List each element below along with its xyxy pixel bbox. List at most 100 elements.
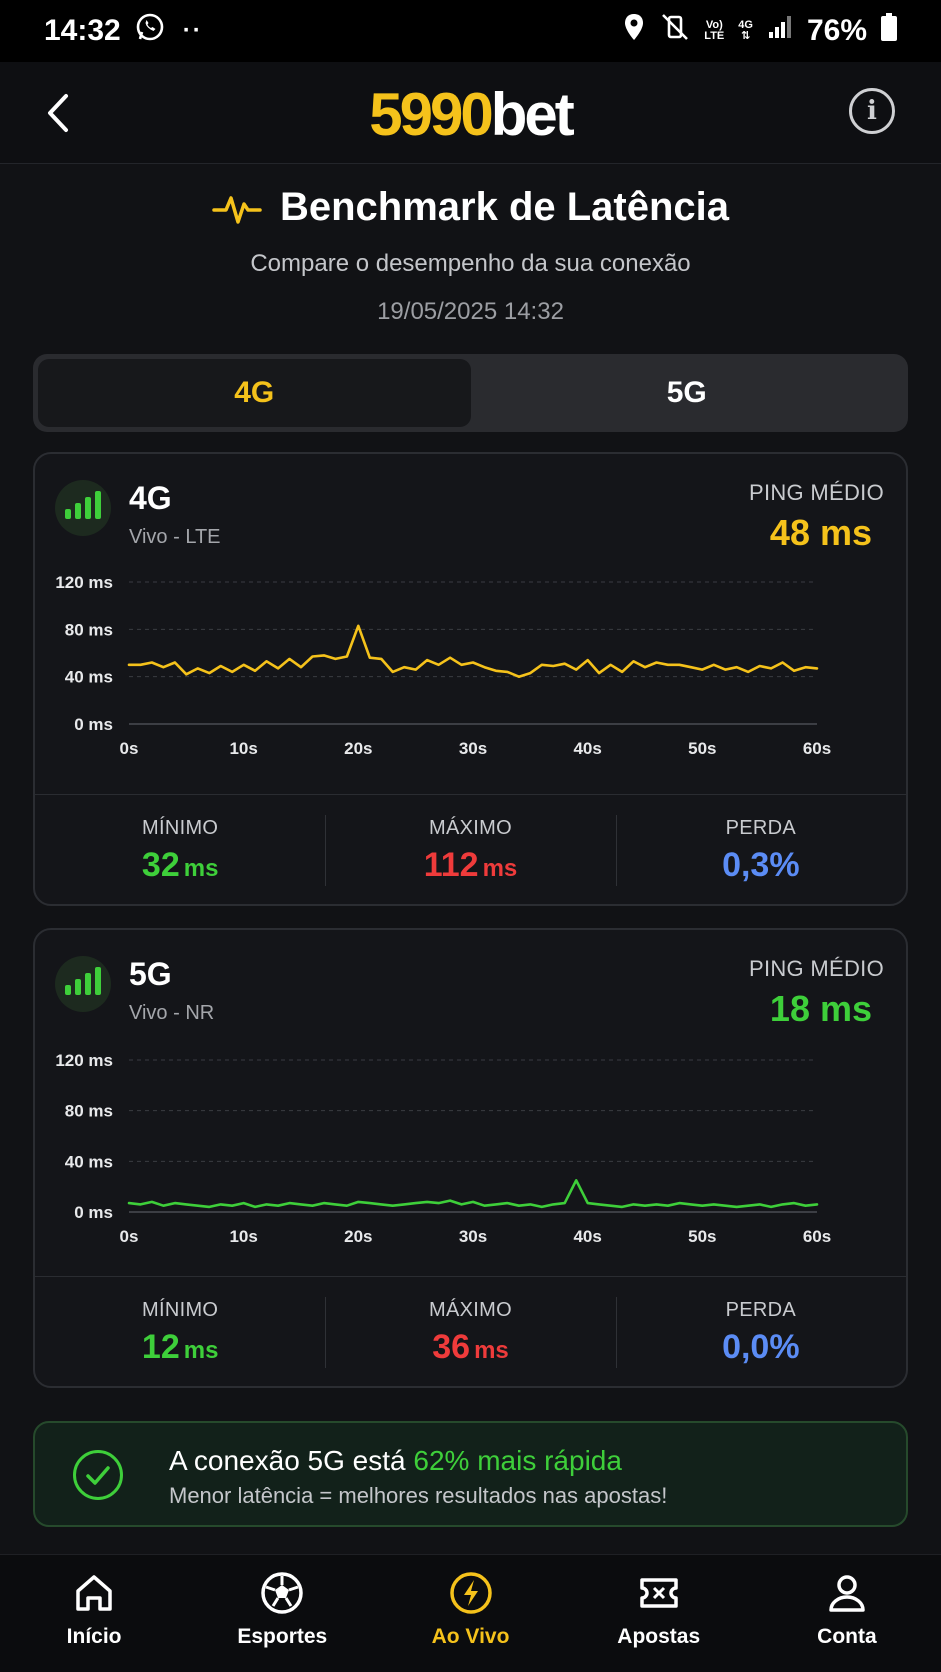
- data-point: [598, 672, 600, 674]
- tab-4g[interactable]: 4G: [38, 359, 471, 427]
- battery-icon: [881, 13, 897, 49]
- data-point: [563, 662, 566, 665]
- data-point: [391, 671, 394, 673]
- data-point: [403, 1203, 406, 1206]
- data-point: [369, 1202, 371, 1204]
- data-point: [781, 661, 784, 664]
- lightning-icon: [449, 1572, 492, 1614]
- page-subtitle: Compare o desempenho da sua conexão: [250, 250, 691, 277]
- data-point: [185, 1203, 188, 1206]
- data-point: [323, 654, 325, 657]
- signal-bars-icon: [55, 480, 111, 536]
- y-tick-label: 40 ms: [65, 1152, 113, 1171]
- x-tick-label: 40s: [573, 739, 601, 758]
- x-tick-label: 10s: [229, 1227, 257, 1246]
- data-point: [632, 660, 635, 663]
- data-point: [655, 661, 658, 664]
- ping-label: PING MÉDIO: [748, 480, 884, 505]
- data-point: [690, 1203, 692, 1206]
- result-subtext: Menor latência = melhores resultados nas…: [169, 1483, 668, 1508]
- info-button[interactable]: i: [849, 88, 895, 134]
- latency-chart-5g: 0 ms 40 ms 80 ms 120 ms 0s 10s 20s 30s 40s 50s 60s: [35, 1042, 910, 1252]
- min-number: 32: [141, 845, 180, 884]
- data-point: [288, 1202, 291, 1204]
- tab-5g[interactable]: 5G: [666, 376, 707, 409]
- data-point: [598, 1203, 600, 1206]
- data-point: [586, 1202, 589, 1204]
- data-point: [460, 1203, 463, 1206]
- nav-label: Apostas: [617, 1625, 701, 1648]
- x-tick-label: 60s: [803, 739, 831, 758]
- data-point: [151, 661, 153, 664]
- data-point: [804, 1204, 807, 1207]
- nav-label: Ao Vivo: [431, 1625, 510, 1648]
- carrier-name: Vivo - LTE: [129, 526, 221, 548]
- info-icon: i: [867, 96, 877, 126]
- result-prefix: A conexão 5G está: [169, 1445, 414, 1476]
- data-point: [563, 1202, 566, 1204]
- chart-svg: 0 ms 40 ms 80 ms 120 ms 0s 10s 20s 30s 40s 50s 60s: [55, 573, 831, 758]
- nav-esportes[interactable]: Esportes: [188, 1555, 376, 1672]
- data-point: [426, 1201, 428, 1203]
- data-point: [690, 666, 692, 668]
- data-point: [678, 1202, 681, 1204]
- x-tick-label: 10s: [229, 739, 257, 758]
- x-tick-label: 20s: [344, 739, 372, 758]
- data-point: [816, 1203, 818, 1206]
- data-point: [242, 1202, 245, 1204]
- x-tick-label: 50s: [688, 1227, 716, 1246]
- ping-label: PING MÉDIO: [748, 956, 884, 981]
- nav-apostas[interactable]: Apostas: [565, 1555, 753, 1672]
- stat-value: 32 ms: [142, 846, 219, 885]
- y-tick-label: 120 ms: [55, 573, 113, 592]
- data-point: [174, 661, 176, 664]
- data-point: [495, 1203, 497, 1206]
- brand-logo: 5990bet: [0, 80, 941, 149]
- data-point: [770, 1206, 772, 1208]
- user-icon: [829, 1575, 865, 1612]
- soccer-ball-icon: [261, 1572, 304, 1614]
- data-point: [219, 665, 222, 667]
- location-icon: [622, 12, 646, 50]
- network-name: 4G: [129, 480, 172, 516]
- data-point: [713, 1203, 715, 1206]
- data-point: [277, 667, 279, 670]
- home-icon: [76, 1575, 112, 1611]
- stat-value: 112 ms: [424, 846, 518, 885]
- x-tick-label: 0s: [120, 1227, 139, 1246]
- data-point: [758, 665, 761, 667]
- page-title: Benchmark de Latência: [279, 185, 730, 229]
- data-point: [632, 1203, 635, 1206]
- nav-ao-vivo[interactable]: Ao Vivo: [376, 1555, 564, 1672]
- mute-vibrate-icon: [660, 12, 690, 50]
- status-time: 14:32: [44, 14, 121, 47]
- data-point: [793, 1202, 795, 1204]
- stat-value: 36 ms: [432, 1328, 509, 1367]
- volte-bottom: LTE: [704, 30, 725, 42]
- nav-inicio[interactable]: Início: [0, 1555, 188, 1672]
- network-type-label: 4G: [738, 19, 753, 31]
- data-point: [506, 1202, 509, 1204]
- x-tick-label: 60s: [803, 1227, 831, 1246]
- stats-row: MÍNIMO 32 ms MÁXIMO 112 ms PERDA 0,3%: [35, 794, 906, 906]
- nav-label: Conta: [817, 1625, 877, 1648]
- back-button[interactable]: [40, 90, 80, 136]
- data-point: [369, 656, 371, 659]
- nav-conta[interactable]: Conta: [753, 1555, 941, 1672]
- data-point: [231, 1204, 233, 1207]
- data-point: [816, 667, 818, 670]
- data-point: [609, 1204, 612, 1207]
- data-point: [414, 1202, 417, 1204]
- data-point: [541, 664, 543, 666]
- data-point: [449, 1199, 451, 1202]
- y-tick-label: 120 ms: [55, 1051, 113, 1070]
- data-point: [586, 659, 589, 661]
- data-point: [495, 669, 497, 672]
- data-point: [219, 1203, 222, 1206]
- max-number: 112: [423, 845, 479, 884]
- stat-max: MÁXIMO 36 ms: [325, 1277, 615, 1388]
- stat-label: MÁXIMO: [429, 1298, 512, 1321]
- stat-loss: PERDA 0,0%: [615, 1277, 906, 1388]
- data-point: [162, 666, 165, 668]
- data-point: [403, 666, 406, 668]
